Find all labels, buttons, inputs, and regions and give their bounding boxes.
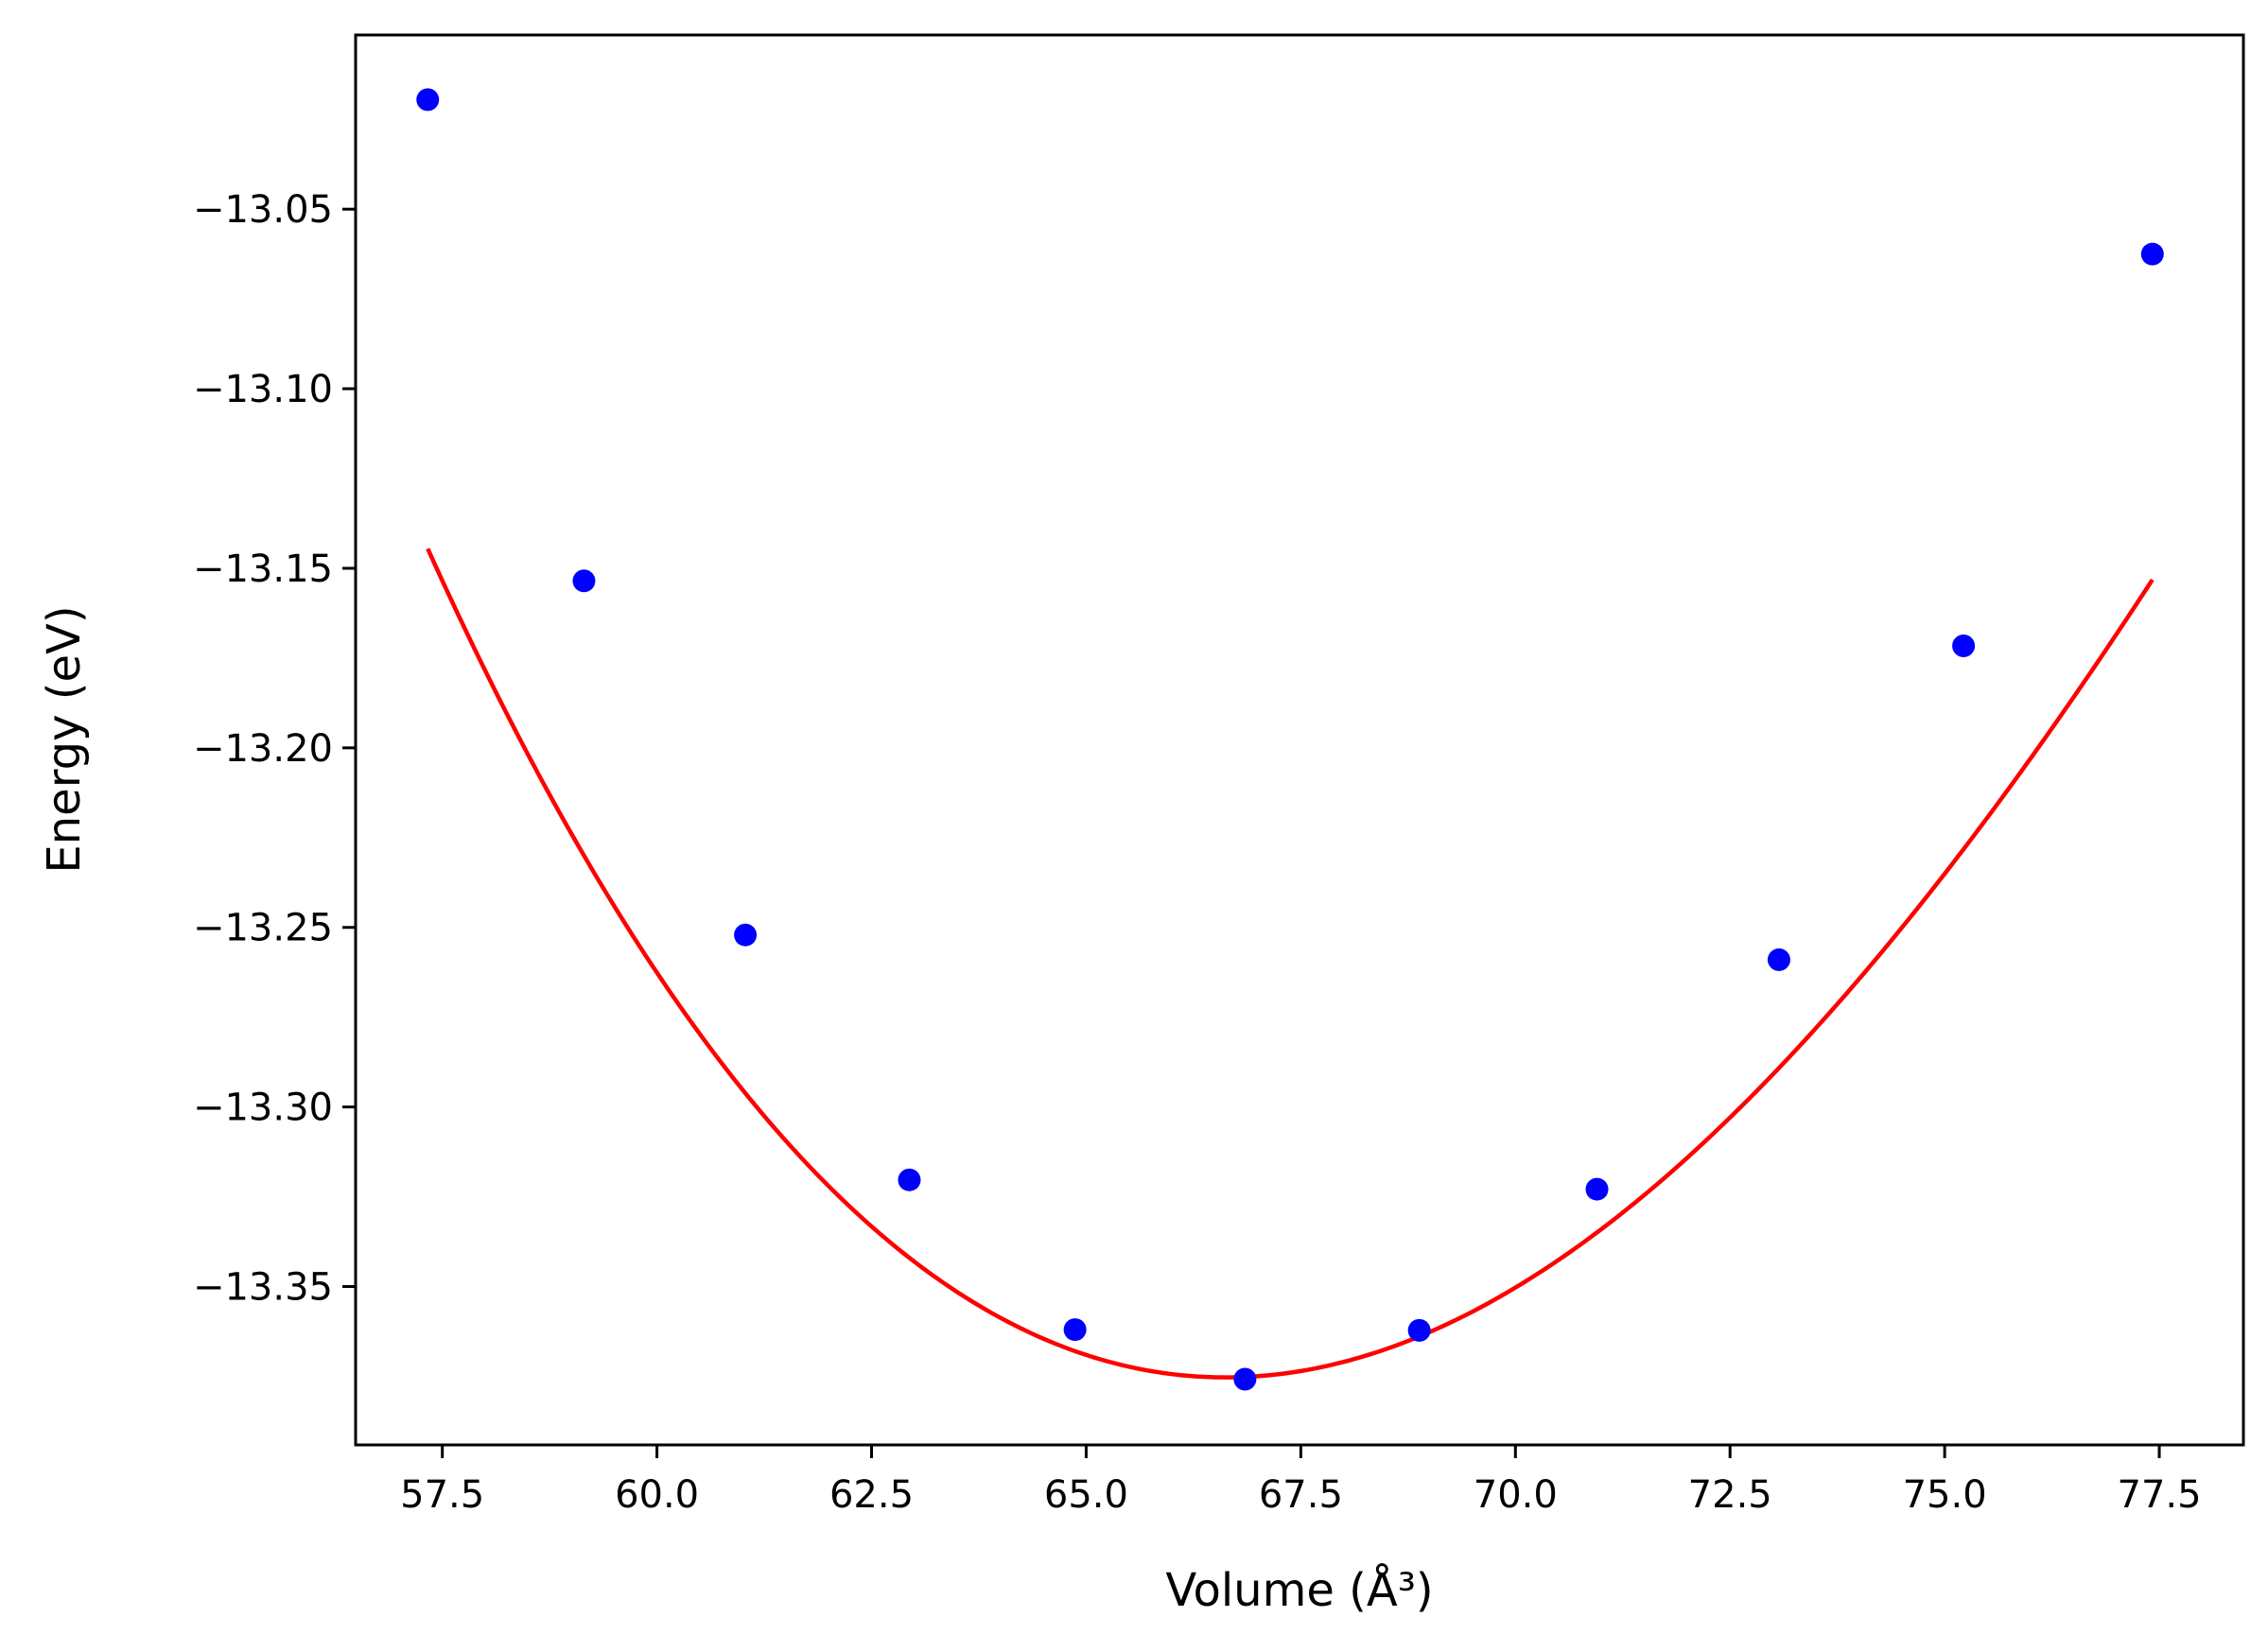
data-point: [1407, 1318, 1431, 1342]
data-point: [2140, 242, 2164, 266]
y-axis: −13.05 −13.10 −13.15 −13.20 −13.25 −13.30 −13.…: [193, 188, 356, 1310]
plot-area: [416, 88, 2164, 1391]
data-point: [1952, 634, 1976, 657]
y-axis-label: Energy (eV): [38, 605, 91, 873]
data-point: [898, 1168, 921, 1191]
x-tick-label: 57.5: [400, 1473, 484, 1517]
y-tick-label: −13.30: [193, 1087, 333, 1130]
y-tick-label: −13.25: [193, 907, 333, 950]
y-tick-label: −13.15: [193, 548, 333, 591]
data-point: [1585, 1177, 1609, 1201]
x-tick-label: 67.5: [1259, 1473, 1343, 1517]
x-tick-label: 72.5: [1688, 1473, 1772, 1517]
y-tick-label: −13.20: [193, 727, 333, 771]
x-tick-label: 70.0: [1474, 1473, 1558, 1517]
data-point: [572, 569, 596, 593]
data-point: [1767, 948, 1790, 971]
y-tick-label: −13.10: [193, 368, 333, 411]
x-tick-label: 62.5: [829, 1473, 914, 1517]
fit-curve-line: [426, 548, 2155, 1380]
x-axis-label: Volume (Å³): [1165, 1563, 1433, 1617]
x-tick-label: 60.0: [615, 1473, 699, 1517]
x-tick-label: 75.0: [1903, 1473, 1987, 1517]
data-point: [734, 923, 758, 947]
x-axis: 57.5 60.0 62.5 65.0 67.5 70.0 72.5 75.0 77.5: [400, 1445, 2202, 1517]
x-tick-label: 65.0: [1044, 1473, 1128, 1517]
y-tick-label: −13.35: [193, 1266, 333, 1310]
data-point: [1233, 1367, 1257, 1391]
x-tick-label: 77.5: [2118, 1473, 2202, 1517]
y-tick-label: −13.05: [193, 188, 333, 232]
data-point: [416, 88, 440, 112]
data-point: [1063, 1318, 1087, 1342]
